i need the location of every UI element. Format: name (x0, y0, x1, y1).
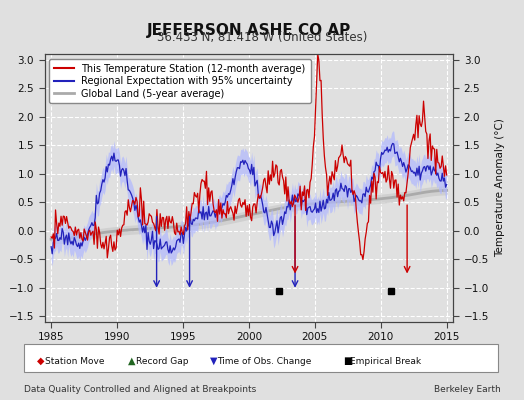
Text: ◆: ◆ (37, 356, 44, 366)
Legend: This Temperature Station (12-month average), Regional Expectation with 95% uncer: This Temperature Station (12-month avera… (49, 59, 311, 104)
Text: ■: ■ (343, 356, 353, 366)
Text: Data Quality Controlled and Aligned at Breakpoints: Data Quality Controlled and Aligned at B… (24, 386, 256, 394)
Text: Station Move: Station Move (45, 357, 104, 366)
Text: ▼: ▼ (210, 356, 217, 366)
Text: Time of Obs. Change: Time of Obs. Change (217, 357, 312, 366)
Text: ▲: ▲ (128, 356, 136, 366)
Title: JEFFERSON ASHE CO AP: JEFFERSON ASHE CO AP (147, 22, 351, 38)
Text: Record Gap: Record Gap (136, 357, 189, 366)
Text: Empirical Break: Empirical Break (350, 357, 421, 366)
Text: 36.433 N, 81.418 W (United States): 36.433 N, 81.418 W (United States) (157, 32, 367, 44)
Y-axis label: Temperature Anomaly (°C): Temperature Anomaly (°C) (495, 118, 505, 258)
Text: Berkeley Earth: Berkeley Earth (434, 386, 500, 394)
